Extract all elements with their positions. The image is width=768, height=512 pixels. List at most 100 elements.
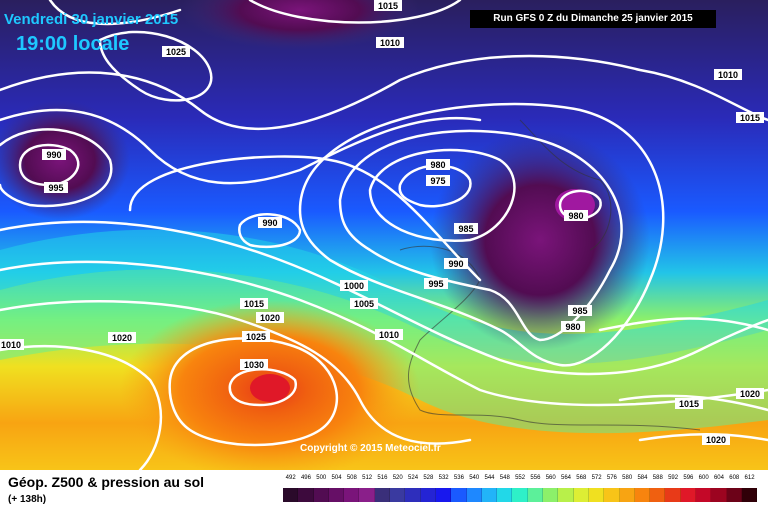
isobar-label: 1015 bbox=[240, 298, 268, 309]
forecast-date: Vendredi 30 janvier 2015 bbox=[4, 11, 179, 28]
scale-label: 524 bbox=[408, 475, 419, 481]
scale-label: 564 bbox=[560, 475, 571, 481]
scale-label: 588 bbox=[652, 475, 663, 481]
scale-label: 532 bbox=[438, 475, 449, 481]
scale-label: 508 bbox=[346, 475, 357, 481]
scale-label: 528 bbox=[423, 475, 434, 481]
scale-swatch bbox=[390, 488, 406, 502]
svg-text:985: 985 bbox=[572, 306, 587, 316]
scale-label: 520 bbox=[392, 475, 403, 481]
scale-label: 568 bbox=[576, 475, 587, 481]
scale-swatch bbox=[741, 488, 758, 502]
scale-label: 612 bbox=[744, 475, 755, 481]
svg-text:995: 995 bbox=[48, 183, 63, 193]
scale-label: 536 bbox=[453, 475, 464, 481]
svg-text:1025: 1025 bbox=[246, 332, 266, 342]
scale-label: 496 bbox=[300, 475, 311, 481]
svg-text:1030: 1030 bbox=[244, 360, 264, 370]
scale-swatch bbox=[711, 488, 727, 502]
scale-swatch bbox=[451, 488, 467, 502]
scale-swatch bbox=[313, 488, 329, 502]
scale-label: 504 bbox=[331, 475, 342, 481]
scale-label: 608 bbox=[729, 475, 740, 481]
color-scale-labels: 492 496 500 504 508 512 516 520 524 528 532 536 540 5… bbox=[283, 475, 757, 481]
svg-text:1020: 1020 bbox=[260, 313, 280, 323]
scale-label: 600 bbox=[698, 475, 709, 481]
svg-text:985: 985 bbox=[458, 224, 473, 234]
isobar-label: 985 bbox=[568, 305, 592, 316]
isobar-label: 1000 bbox=[340, 280, 368, 291]
scale-swatch bbox=[604, 488, 620, 502]
scale-swatch bbox=[481, 488, 498, 502]
isobar-label: 1020 bbox=[736, 388, 764, 399]
scale-swatch bbox=[558, 488, 574, 502]
svg-text:1020: 1020 bbox=[706, 435, 726, 445]
isobar-label: 1030 bbox=[240, 359, 268, 370]
scale-swatch bbox=[619, 488, 635, 502]
scale-swatch bbox=[420, 488, 436, 502]
isobar-label: 990 bbox=[444, 258, 468, 269]
isobar-label: 980 bbox=[561, 321, 585, 332]
scale-swatch bbox=[696, 488, 712, 502]
isobar-label: 1010 bbox=[0, 339, 24, 350]
isobar-label: 975 bbox=[426, 175, 450, 186]
scale-swatch bbox=[543, 488, 559, 502]
svg-text:1025: 1025 bbox=[166, 47, 186, 57]
svg-text:980: 980 bbox=[565, 322, 580, 332]
svg-text:1020: 1020 bbox=[740, 389, 760, 399]
scale-label: 576 bbox=[606, 475, 617, 481]
svg-text:1015: 1015 bbox=[740, 113, 760, 123]
scale-swatch bbox=[359, 488, 375, 502]
isobar-label: 1005 bbox=[350, 298, 378, 309]
scale-swatch bbox=[497, 488, 513, 502]
isobar-label: 980 bbox=[426, 159, 450, 170]
weather-map: 1015 1010 1025 1010 1015 990 995 980 975… bbox=[0, 0, 768, 470]
scale-swatch bbox=[344, 488, 360, 502]
svg-text:995: 995 bbox=[428, 279, 443, 289]
scale-label: 604 bbox=[713, 475, 724, 481]
scale-swatch bbox=[588, 488, 605, 502]
scale-swatch bbox=[512, 488, 528, 502]
scale-label: 500 bbox=[316, 475, 327, 481]
scale-swatch bbox=[650, 488, 666, 502]
isobar-label: 1020 bbox=[108, 332, 136, 343]
scale-label: 556 bbox=[530, 475, 541, 481]
isobar-label: 1010 bbox=[375, 329, 403, 340]
svg-text:1010: 1010 bbox=[380, 38, 400, 48]
scale-label: 492 bbox=[285, 475, 296, 481]
isobar-label: 980 bbox=[564, 210, 588, 221]
isobar-label: 1020 bbox=[702, 434, 730, 445]
isobar-label: 995 bbox=[424, 278, 448, 289]
isobar-label: 995 bbox=[44, 182, 68, 193]
legend-title: Géop. Z500 & pression au sol bbox=[8, 474, 205, 490]
scale-swatch bbox=[405, 488, 421, 502]
svg-text:990: 990 bbox=[448, 259, 463, 269]
scale-label: 580 bbox=[622, 475, 633, 481]
isobar-label: 990 bbox=[42, 149, 66, 160]
svg-text:1015: 1015 bbox=[244, 299, 264, 309]
svg-text:1000: 1000 bbox=[344, 281, 364, 291]
scale-swatch bbox=[328, 488, 345, 502]
scale-swatch bbox=[298, 488, 314, 502]
scale-label: 584 bbox=[637, 475, 648, 481]
svg-text:1015: 1015 bbox=[378, 1, 398, 11]
model-run-label: Run GFS 0 Z du Dimanche 25 janvier 2015 bbox=[470, 10, 716, 28]
isobar-label: 1015 bbox=[374, 0, 402, 11]
svg-text:980: 980 bbox=[430, 160, 445, 170]
scale-label: 592 bbox=[668, 475, 679, 481]
svg-text:1005: 1005 bbox=[354, 299, 374, 309]
isobar-label: 985 bbox=[454, 223, 478, 234]
svg-text:1015: 1015 bbox=[679, 399, 699, 409]
scale-label: 596 bbox=[683, 475, 694, 481]
scale-label: 548 bbox=[499, 475, 510, 481]
color-scale bbox=[283, 488, 758, 502]
isobar-label: 1010 bbox=[714, 69, 742, 80]
svg-text:990: 990 bbox=[46, 150, 61, 160]
scale-label: 540 bbox=[469, 475, 480, 481]
isobar-label: 1015 bbox=[736, 112, 764, 123]
svg-text:975: 975 bbox=[430, 176, 445, 186]
map-canvas: 1015 1010 1025 1010 1015 990 995 980 975… bbox=[0, 0, 768, 470]
scale-swatch bbox=[573, 488, 589, 502]
svg-text:1010: 1010 bbox=[718, 70, 738, 80]
scale-swatch bbox=[634, 488, 651, 502]
